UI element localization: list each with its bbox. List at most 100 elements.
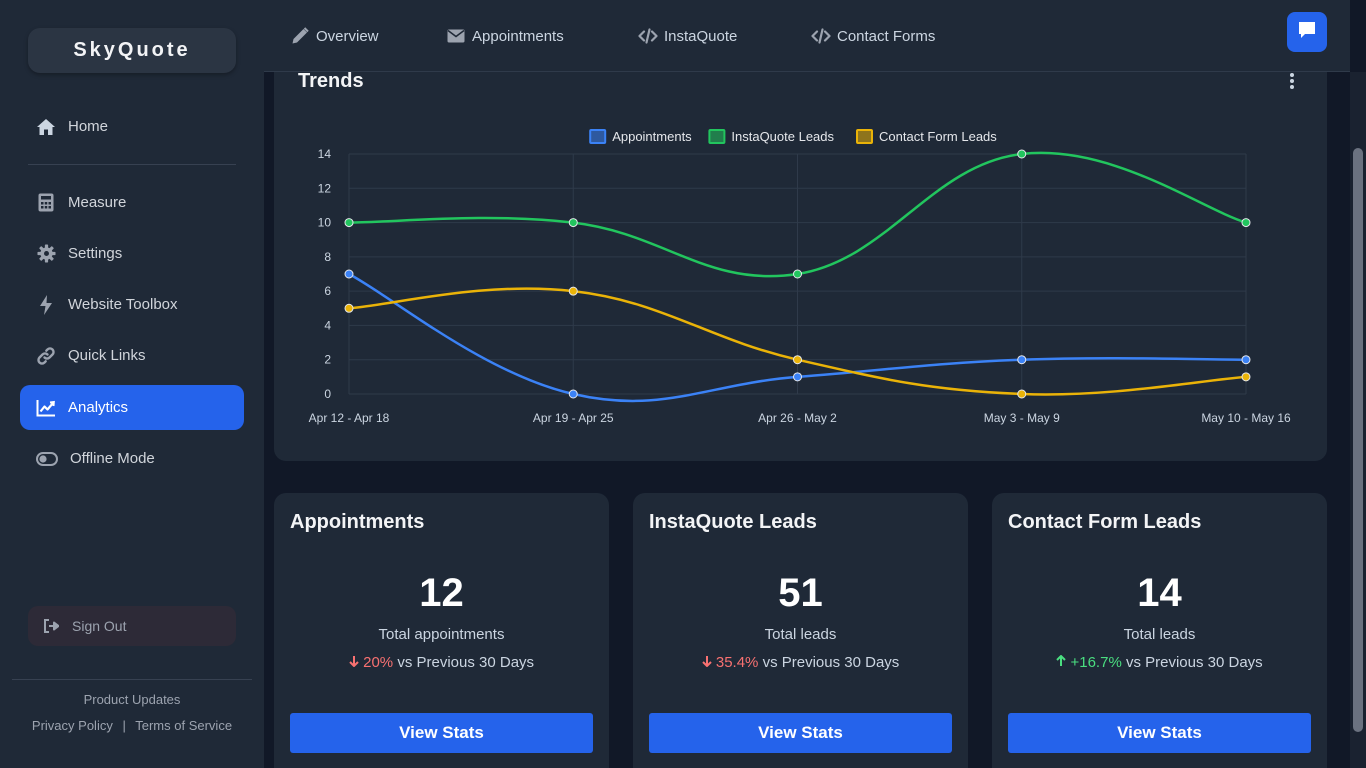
toggle-icon	[36, 449, 58, 469]
arrow-down-icon	[349, 654, 359, 671]
arrow-down-icon	[701, 654, 712, 671]
data-point	[1241, 372, 1251, 382]
scrollbar-thumb[interactable]	[1353, 148, 1363, 732]
data-point	[568, 286, 578, 296]
more-options-icon[interactable]	[1282, 70, 1302, 92]
y-tick-label: 12	[318, 181, 332, 195]
data-point	[344, 269, 354, 279]
stat-caption: Total appointments	[378, 626, 505, 643]
legend-label: Contact Form Leads	[879, 129, 997, 144]
data-point	[568, 218, 578, 228]
y-tick-label: 6	[324, 284, 331, 298]
link-icon	[36, 346, 56, 366]
legend-label: Appointments	[612, 129, 692, 144]
y-tick-label: 0	[324, 387, 331, 401]
sidebar-item-label: Settings	[68, 245, 123, 262]
stat-value: 51	[778, 571, 823, 615]
sidebar-item-website-toolbox[interactable]: Website Toolbox	[20, 282, 244, 327]
sidebar-item-analytics[interactable]: Analytics	[20, 385, 244, 430]
legend-swatch	[589, 129, 607, 144]
trends-card: 0 2 4 6 8 10 12 14 Apr 12 - Apr 18 Apr 19 - Apr 2…	[274, 72, 1327, 461]
stat-value: 12	[419, 571, 464, 615]
stat-title: InstaQuote Leads	[649, 511, 817, 533]
chat-button[interactable]	[1287, 12, 1327, 52]
legend-label: InstaQuote Leads	[731, 129, 834, 144]
y-tick-label: 4	[324, 318, 331, 332]
tab-instaquote[interactable]: InstaQuote	[638, 24, 737, 48]
sign-out-button[interactable]: Sign Out	[28, 606, 236, 646]
tab-label: Appointments	[472, 27, 564, 45]
chat-icon	[1297, 20, 1317, 45]
bolt-icon	[36, 294, 56, 315]
stat-change: 20% vs Previous 30 Days	[274, 654, 609, 671]
view-stats-button[interactable]: View Stats	[649, 713, 952, 753]
data-point	[1017, 389, 1027, 399]
stat-card-contact-form-leads: Contact Form Leads 14 Total leads +16.7%…	[992, 493, 1327, 768]
stat-value: 14	[1137, 571, 1182, 615]
home-icon	[36, 117, 56, 137]
stat-compare: vs Previous 30 Days	[762, 654, 900, 671]
data-point	[1241, 355, 1251, 365]
tab-label: Overview	[316, 27, 379, 45]
sidebar-item-offline-mode[interactable]: Offline Mode	[20, 436, 244, 481]
sidebar: SkyQuote Home Measure Settings Website	[0, 0, 264, 768]
footer-separator: |	[122, 718, 126, 733]
data-point	[793, 355, 802, 365]
privacy-policy-link[interactable]: Privacy Policy	[31, 718, 113, 733]
sidebar-item-label: Analytics	[68, 399, 129, 416]
sign-out-icon	[42, 617, 60, 635]
data-point	[1017, 149, 1027, 159]
stat-card-appointments: Appointments 12 Total appointments 20% v…	[274, 493, 609, 768]
legend-swatch	[708, 129, 726, 144]
sidebar-item-label: Quick Links	[68, 347, 146, 364]
stat-change-value: 35.4%	[715, 654, 759, 671]
sidebar-item-quick-links[interactable]: Quick Links	[20, 333, 244, 378]
data-point	[344, 303, 354, 313]
legend-swatch	[856, 129, 873, 144]
view-stats-button[interactable]: View Stats	[1008, 713, 1311, 753]
x-tick-label: May 3 - May 9	[984, 411, 1060, 425]
data-point	[1017, 355, 1027, 365]
stat-compare: vs Previous 30 Days	[397, 654, 535, 671]
stat-change-value: 20%	[363, 654, 394, 671]
sidebar-item-label: Offline Mode	[70, 450, 155, 467]
terms-of-service-link[interactable]: Terms of Service	[135, 718, 233, 733]
data-point	[568, 389, 578, 399]
pencil-icon	[290, 27, 310, 45]
footer-divider	[12, 679, 252, 680]
tab-appointments[interactable]: Appointments	[446, 24, 564, 48]
x-tick-label: May 10 - May 16	[1201, 411, 1291, 425]
stat-title: Appointments	[290, 511, 425, 533]
stat-card-instaquote-leads: InstaQuote Leads 51 Total leads 35.4% vs…	[633, 493, 968, 768]
sidebar-item-label: Measure	[68, 194, 127, 211]
stat-caption: Total leads	[1123, 626, 1196, 643]
y-tick-label: 2	[324, 353, 331, 367]
sidebar-item-label: Website Toolbox	[68, 296, 178, 313]
sidebar-item-settings[interactable]: Settings	[20, 231, 244, 276]
data-point	[1241, 218, 1251, 228]
brand-logo[interactable]: SkyQuote	[28, 28, 236, 73]
sidebar-item-label: Home	[68, 118, 109, 135]
stat-change-value: +16.7%	[1070, 654, 1122, 671]
x-tick-label: Apr 12 - Apr 18	[309, 411, 390, 425]
stat-change: 35.4% vs Previous 30 Days	[633, 654, 968, 671]
trends-chart: 0 2 4 6 8 10 12 14 Apr 12 - Apr 18 Apr 19 - Apr 2…	[309, 129, 1291, 425]
sidebar-divider	[28, 164, 236, 165]
x-tick-label: Apr 26 - May 2	[758, 411, 837, 425]
x-tick-label: Apr 19 - Apr 25	[533, 411, 614, 425]
calculator-icon	[36, 193, 56, 213]
sidebar-item-measure[interactable]: Measure	[20, 180, 244, 225]
stat-compare: vs Previous 30 Days	[1125, 654, 1263, 671]
stat-title: Contact Form Leads	[1008, 511, 1202, 533]
y-tick-label: 14	[318, 147, 332, 161]
sign-out-label: Sign Out	[72, 618, 127, 634]
product-updates-link[interactable]: Product Updates	[83, 692, 181, 707]
y-tick-label: 8	[324, 250, 331, 264]
view-stats-button[interactable]: View Stats	[290, 713, 593, 753]
tab-contact-forms[interactable]: Contact Forms	[811, 24, 935, 48]
data-point	[344, 218, 354, 228]
sidebar-item-home[interactable]: Home	[20, 104, 244, 149]
tab-overview[interactable]: Overview	[290, 24, 379, 48]
tab-label: Contact Forms	[837, 27, 936, 45]
